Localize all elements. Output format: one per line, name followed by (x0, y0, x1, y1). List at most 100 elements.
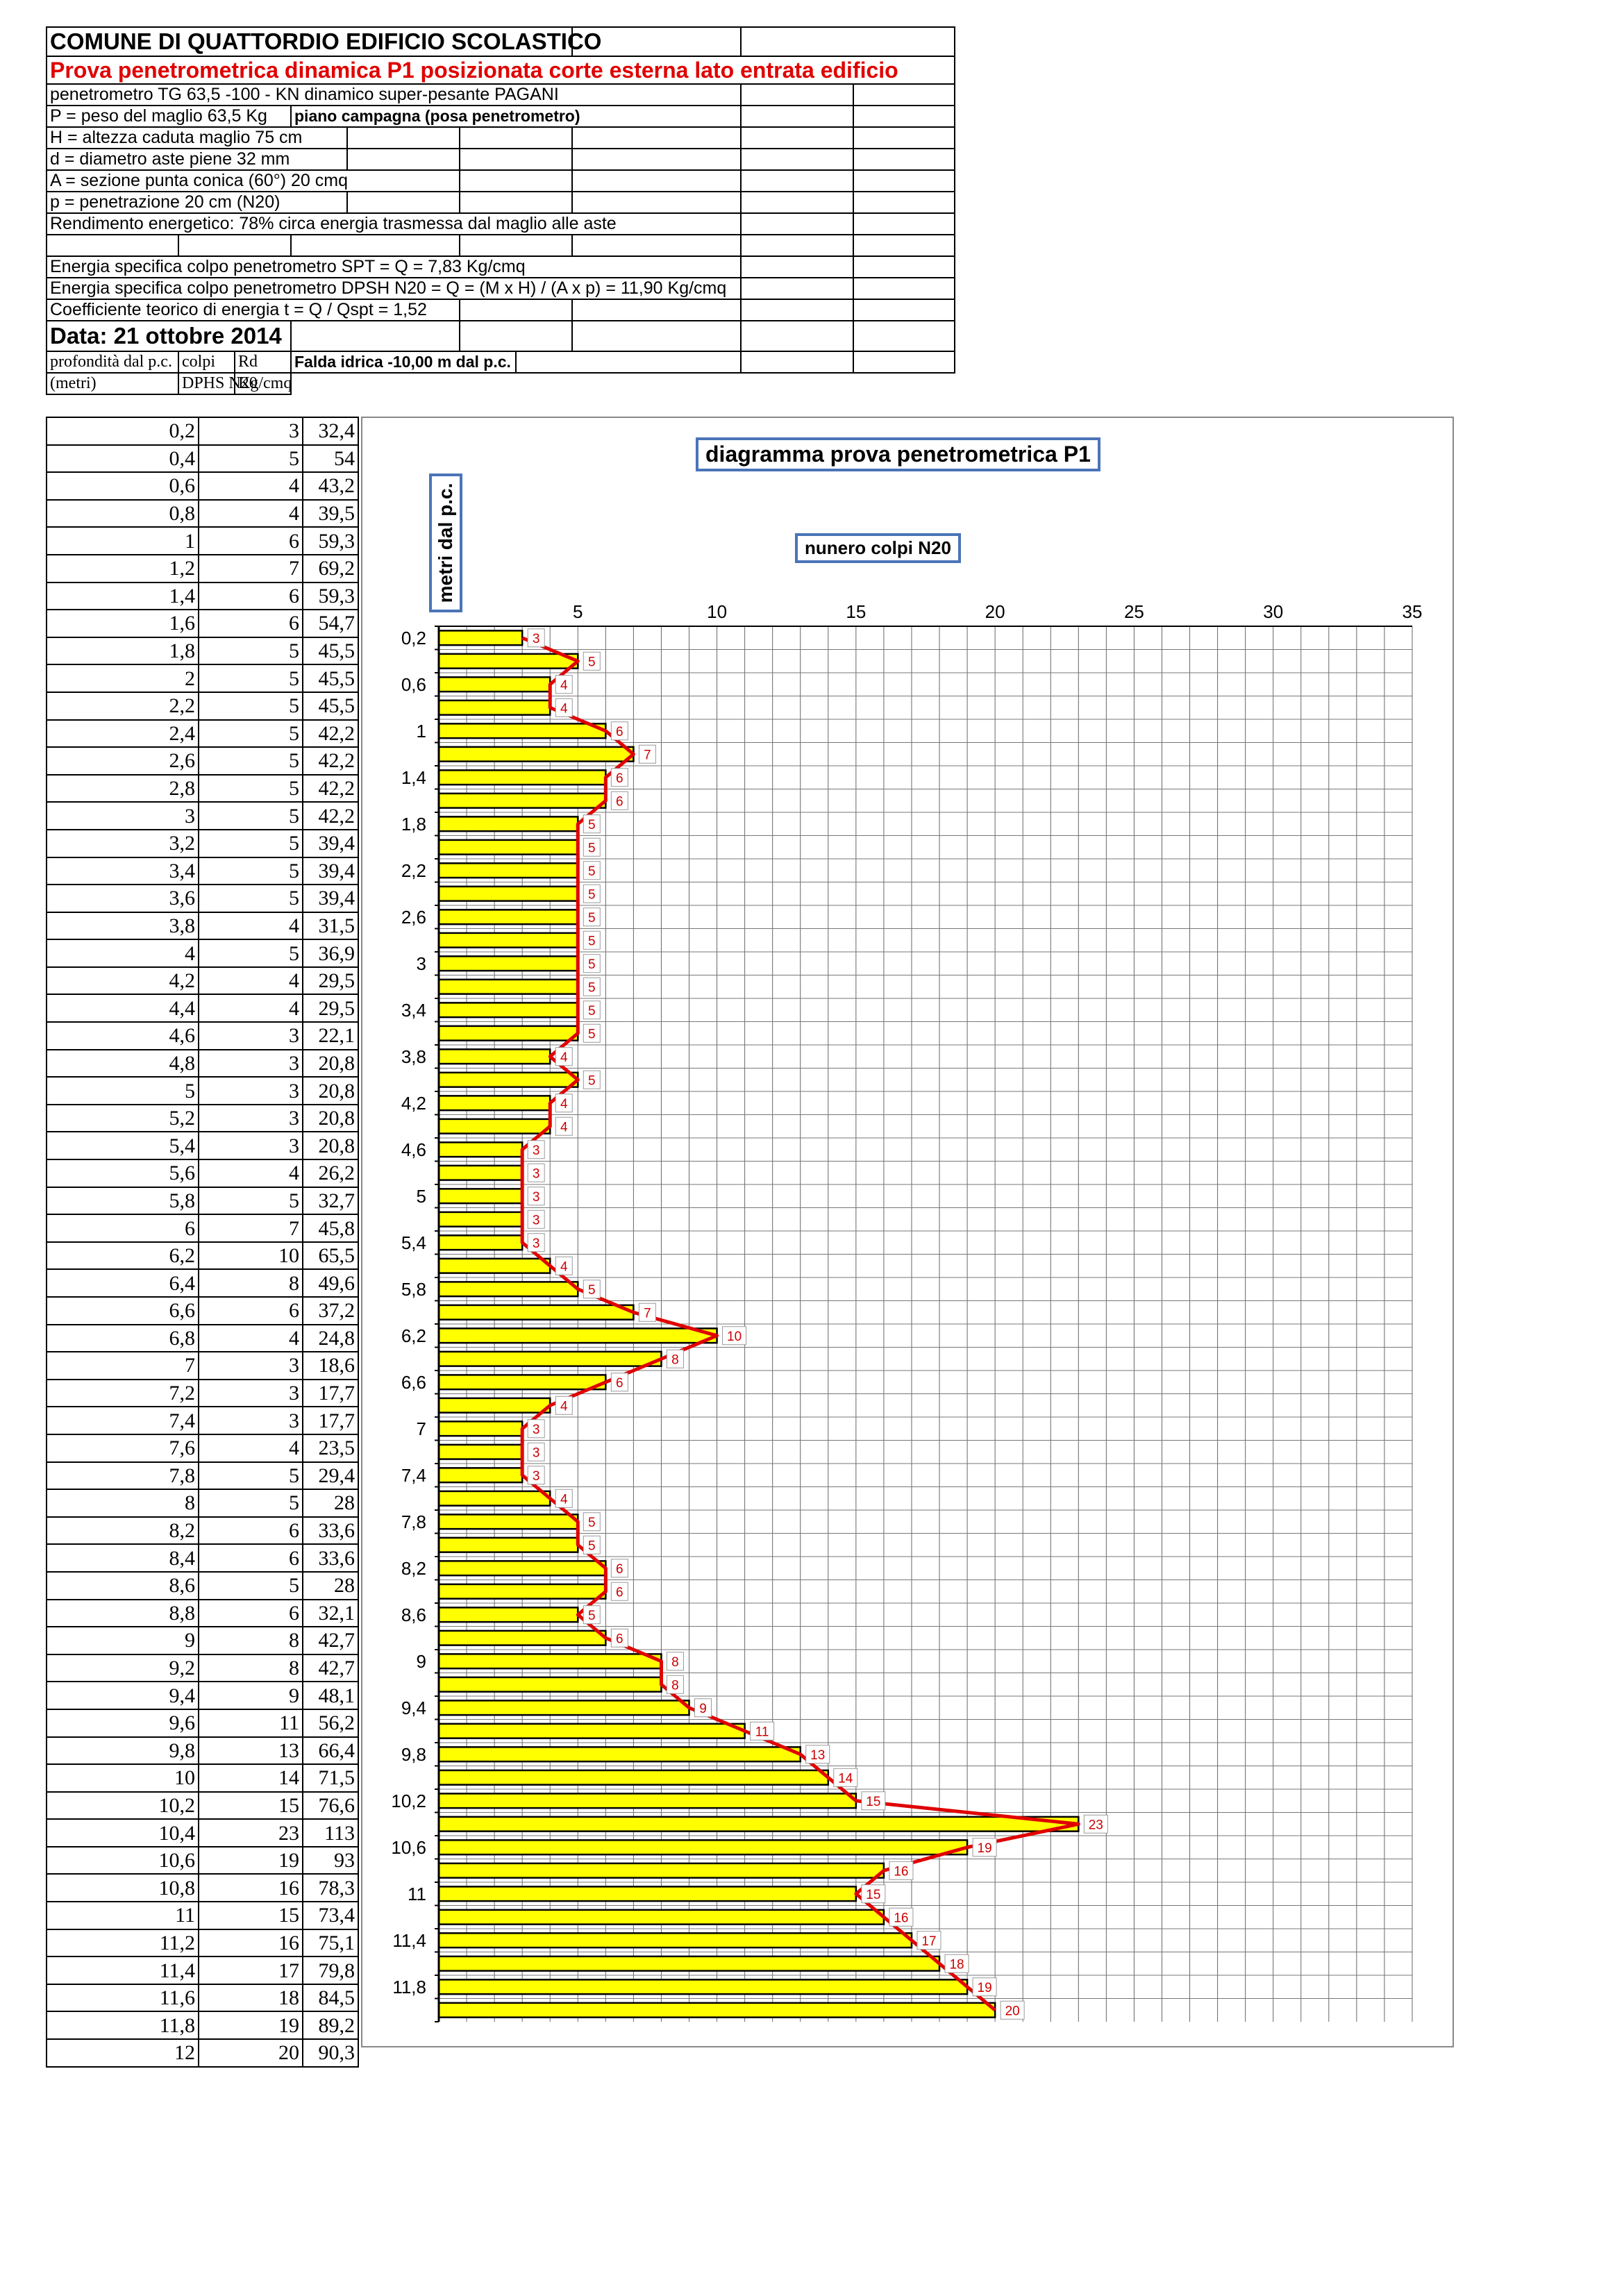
depth-cell: 7,4 (46, 1406, 199, 1435)
colpi-cell: 5 (198, 801, 303, 830)
rd-cell: 33,6 (302, 1516, 359, 1545)
data-label-box (555, 1047, 573, 1066)
table-row: 1 6 59,3 (46, 526, 359, 555)
table-row: 1,6 6 54,7 (46, 609, 359, 638)
table-row: 5 3 20,8 (46, 1076, 359, 1105)
table-row: 10,2 15 76,6 (46, 1791, 359, 1820)
bar (437, 1374, 607, 1391)
data-label: 5 (588, 911, 596, 925)
bar (437, 1629, 607, 1646)
info-line: P = peso del maglio 63,5 Kg (46, 105, 292, 128)
bar (437, 1188, 524, 1205)
depth-cell: 8,2 (46, 1516, 199, 1545)
data-label-box (527, 1419, 545, 1439)
bar (437, 1676, 662, 1693)
table-row: 10,4 23 113 (46, 1818, 359, 1847)
colpi-cell: 6 (198, 526, 303, 555)
table-row: 11,6 18 84,5 (46, 1983, 359, 2013)
bar (437, 792, 607, 809)
rd-cell: 23,5 (302, 1433, 359, 1463)
colpi-cell: 20 (198, 2038, 303, 2068)
depth-cell: 7,2 (46, 1378, 199, 1408)
x-tick-label: 5 (573, 601, 583, 622)
penetration-bar-chart: 5 10 15 20 25 30 350,20,611,41,82,22,633,43,84… (391, 601, 1422, 2022)
depth-cell: 8 (46, 1489, 199, 1518)
data-label-box (555, 1489, 573, 1508)
depth-cell: 4,6 (46, 1021, 199, 1050)
depth-cell: 0,2 (46, 417, 199, 446)
bar (437, 1746, 801, 1763)
table-row: 2,8 5 42,2 (46, 773, 359, 803)
table-row: 8,2 6 33,6 (46, 1516, 359, 1545)
y-tick-label: 5,8 (401, 1279, 426, 1300)
data-label: 3 (533, 1469, 540, 1484)
rd-cell: 26,2 (302, 1159, 359, 1188)
bar (437, 1653, 662, 1670)
colpi-cell: 16 (198, 1928, 303, 1958)
table-row: 2 5 45,5 (46, 664, 359, 693)
bar (437, 769, 607, 786)
rd-cell: 20,8 (302, 1076, 359, 1105)
data-label: 4 (560, 1097, 568, 1112)
bar (437, 1862, 885, 1879)
y-tick-label: 8,2 (401, 1558, 426, 1579)
data-label: 6 (616, 771, 623, 786)
data-label-box (555, 698, 573, 717)
depth-cell: 1 (46, 526, 199, 555)
table-row: 10 14 71,5 (46, 1763, 359, 1793)
data-label: 3 (533, 632, 540, 646)
colpi-cell: 19 (198, 1845, 303, 1875)
data-label-box (861, 1791, 886, 1811)
y-tick-label: 5 (417, 1186, 426, 1207)
table-row: 8,8 6 32,1 (46, 1598, 359, 1628)
colpi-cell: 6 (198, 581, 303, 611)
rd-cell: 71,5 (302, 1763, 359, 1793)
colpi-cell: 4 (198, 1433, 303, 1463)
y-tick-label: 6,2 (401, 1325, 426, 1346)
colpi-cell: 5 (198, 856, 303, 886)
bar (437, 885, 579, 902)
data-label-box (666, 1652, 684, 1671)
depth-cell: 5,4 (46, 1131, 199, 1161)
bar (437, 1002, 579, 1019)
y-tick-label: 8,6 (401, 1604, 426, 1625)
colpi-cell: 5 (198, 746, 303, 776)
rd-cell: 32,1 (302, 1598, 359, 1628)
data-label-box (1000, 2000, 1025, 2020)
data-label: 5 (588, 887, 596, 902)
colpi-cell: 8 (198, 1626, 303, 1655)
rd-cell: 29,5 (302, 966, 359, 996)
col-subheader-colpi: DPHS N20 (178, 372, 258, 395)
bar (437, 1118, 551, 1134)
table-row: 9,4 9 48,1 (46, 1681, 359, 1710)
depth-cell: 7,8 (46, 1461, 199, 1491)
table-row: 3 5 42,2 (46, 801, 359, 830)
data-label: 5 (588, 1609, 596, 1623)
data-label: 4 (560, 1259, 568, 1274)
rd-cell: 73,4 (302, 1901, 359, 1930)
bar (437, 630, 524, 646)
data-label: 3 (533, 1423, 540, 1437)
y-tick-label: 4,6 (401, 1139, 426, 1160)
data-label: 5 (588, 841, 596, 855)
depth-cell: 6,8 (46, 1323, 199, 1353)
rd-cell: 65,5 (302, 1241, 359, 1271)
table-row: 2,6 5 42,2 (46, 746, 359, 776)
data-label: 7 (644, 1306, 651, 1321)
rd-cell: 20,8 (302, 1103, 359, 1133)
bar (437, 1560, 607, 1577)
table-row: 0,8 4 39,5 (46, 498, 359, 528)
data-label-box (583, 977, 601, 996)
data-label-box (750, 1721, 775, 1741)
col-header-depth: profondità dal p.c. (46, 351, 179, 374)
rd-cell: 36,9 (302, 939, 359, 968)
data-label: 6 (616, 794, 623, 809)
table-row: 6 7 45,8 (46, 1214, 359, 1243)
depth-cell: 0,6 (46, 471, 199, 501)
info-line: p = penetrazione 20 cm (N20) (46, 191, 348, 214)
colpi-cell: 3 (198, 1103, 303, 1133)
colpi-cell: 5 (198, 1489, 303, 1518)
table-row: 3,2 5 39,4 (46, 828, 359, 858)
bar (437, 1955, 941, 1972)
rd-cell: 90,3 (302, 2038, 359, 2068)
